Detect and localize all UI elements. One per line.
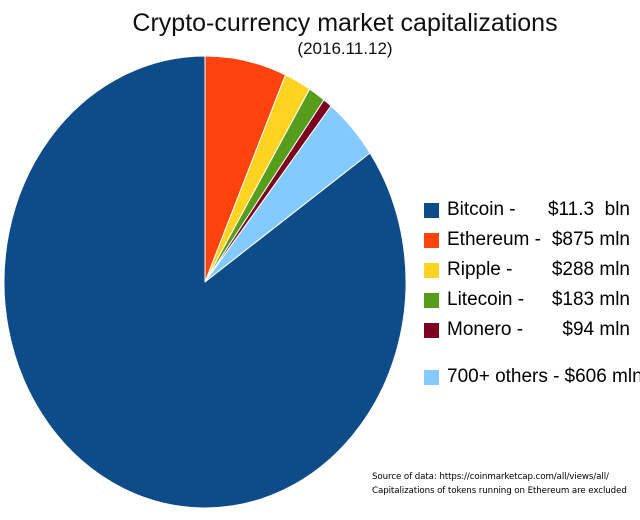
source-note: Source of data: https://coinmarketcap.co… bbox=[372, 470, 627, 498]
legend-value-litecoin: $183 mln bbox=[551, 289, 630, 310]
legend-label-700-others: 700+ others - bbox=[447, 366, 560, 387]
pie-slice-bitcoin bbox=[3, 55, 407, 509]
legend-swatch-700-others bbox=[424, 369, 439, 385]
legend-label-bitcoin: Bitcoin - bbox=[447, 199, 516, 220]
legend-value-monero: $94 mln bbox=[562, 319, 630, 340]
legend-item-litecoin: Litecoin - $183 mln bbox=[424, 285, 630, 315]
legend-item-bitcoin: Bitcoin - $11.3 bln bbox=[424, 195, 630, 225]
legend-swatch-ethereum bbox=[424, 232, 439, 248]
legend-swatch-ripple bbox=[424, 262, 439, 278]
legend-item-monero: Monero - $94 mln bbox=[424, 315, 630, 345]
legend-label-litecoin: Litecoin - bbox=[447, 289, 525, 310]
source-note-line1: Source of data: https://coinmarketcap.co… bbox=[372, 472, 609, 482]
legend-swatch-bitcoin bbox=[424, 202, 439, 218]
legend: Bitcoin - $11.3 bln Ethereum - $875 mln Ripp… bbox=[424, 195, 640, 392]
legend-label-ripple: Ripple - bbox=[447, 259, 513, 280]
source-note-line2: Capitalizations of tokens running on Eth… bbox=[372, 486, 627, 496]
legend-label-ethereum: Ethereum - bbox=[447, 229, 541, 250]
chart-header: Crypto-currency market capitalizations (… bbox=[50, 9, 640, 58]
legend-value-bitcoin: $11.3 bln bbox=[547, 199, 630, 220]
legend-item-ethereum: Ethereum - $875 mln bbox=[424, 225, 630, 255]
chart-title: Crypto-currency market capitalizations bbox=[132, 9, 558, 37]
legend-swatch-monero bbox=[424, 322, 439, 338]
legend-item-ripple: Ripple - $288 mln bbox=[424, 255, 630, 285]
legend-swatch-litecoin bbox=[424, 292, 439, 308]
legend-item-700-others: 700+ others - $606 mln bbox=[424, 362, 640, 392]
legend-label-monero: Monero - bbox=[447, 319, 524, 340]
legend-value-ripple: $288 mln bbox=[551, 259, 630, 280]
legend-value-ethereum: $875 mln bbox=[551, 229, 630, 250]
chart-subtitle: (2016.11.12) bbox=[297, 39, 393, 58]
legend-value-700-others: $606 mln bbox=[564, 366, 640, 387]
